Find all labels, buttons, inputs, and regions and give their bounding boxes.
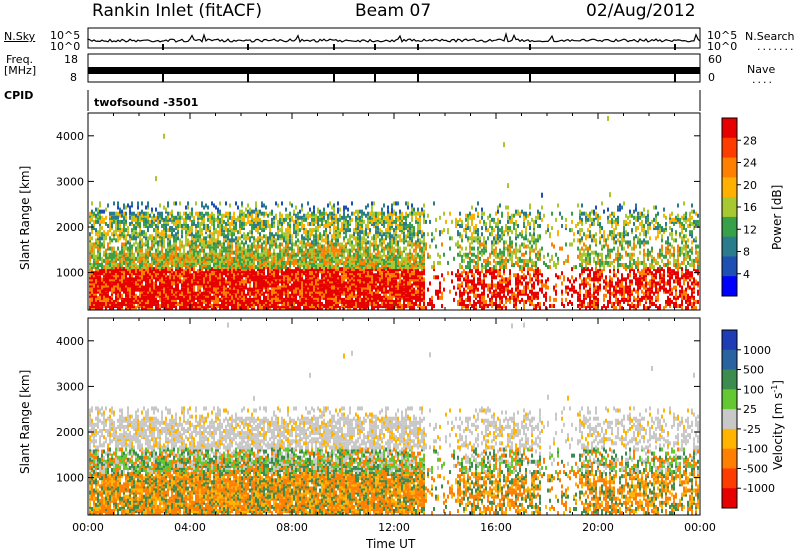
nsky-label: N.Sky	[4, 30, 36, 43]
colorbar-tick-label: -500	[743, 462, 768, 475]
velocity-field	[89, 322, 699, 516]
colorbar-tick-label: 20	[743, 179, 757, 192]
colorbar-segment	[722, 216, 737, 238]
xtick-label: 04:00	[174, 521, 206, 534]
colorbar-segment	[722, 236, 737, 257]
xtick-label: 16:00	[480, 521, 512, 534]
freq-tick-high: 18	[64, 53, 78, 66]
colorbar-tick-label: 100	[743, 383, 764, 396]
nave-tick-low: 0	[708, 71, 715, 84]
colorbar-segment	[722, 448, 737, 469]
xtick-label: 12:00	[378, 521, 410, 534]
velocity-colorbar-label-sup: -1	[770, 384, 779, 393]
power-axes: 4000 3000 2000 1000	[56, 113, 701, 310]
colorbar-segment	[722, 369, 737, 390]
colorbar-tick-label: 500	[743, 364, 764, 377]
xtick-label: 20:00	[582, 521, 614, 534]
colorbar-tick-label: 16	[743, 201, 757, 214]
colorbar-tick-label: 12	[743, 223, 757, 236]
nsearch-label: N.Search	[745, 30, 795, 43]
ytick-label: 3000	[56, 175, 84, 188]
power-colorbar-label: Power [dB]	[770, 184, 784, 250]
cpid-label: CPID	[4, 89, 34, 102]
colorbar-tick-label: 25	[743, 403, 757, 416]
freq-trace	[88, 67, 700, 82]
noise-right-tick-high: 10^5	[707, 29, 738, 42]
colorbar-segment	[722, 468, 737, 489]
nave-tick-high: 60	[708, 53, 722, 66]
colorbar-tick-label: -25	[743, 423, 761, 436]
colorbar-tick-label: -100	[743, 443, 768, 456]
ytick-label: 2000	[56, 221, 84, 234]
velocity-axes: 4000 3000 2000 1000 00:00 04:00 08:00 12:00 16:0…	[56, 318, 716, 534]
station-title: Rankin Inlet (fitACF)	[92, 1, 263, 21]
colorbar-segment	[722, 349, 737, 371]
xtick-label: 00:00	[684, 521, 716, 534]
date-title: 02/Aug/2012	[586, 1, 696, 21]
nave-label: Nave	[747, 63, 776, 76]
time-xlabel: Time UT	[366, 537, 416, 551]
ytick-label: 2000	[56, 426, 84, 439]
colorbar-segment	[722, 330, 737, 351]
freq-unit: [MHz]	[4, 64, 37, 77]
noise-right-tick-low: 10^0	[707, 40, 738, 53]
colorbar-segment	[722, 118, 737, 139]
colorbar-segment	[722, 409, 737, 430]
colorbar-tick-label: 24	[743, 157, 757, 170]
xtick-label: 00:00	[72, 521, 104, 534]
colorbar-tick-label: -1000	[743, 482, 775, 495]
colorbar-segment	[722, 157, 737, 178]
ytick-label: 4000	[56, 335, 84, 348]
noise-panel-frame	[87, 27, 701, 49]
cpid-value: twofsound -3501	[94, 96, 199, 109]
nsearch-dots: ·······	[757, 43, 796, 56]
colorbar-tick-label: 28	[743, 134, 757, 147]
colorbar-tick-label: 4	[743, 268, 750, 281]
power-ylabel: Slant Range [km]	[18, 165, 32, 270]
velocity-colorbar-label-text: Velocity [m s	[771, 392, 785, 470]
velocity-colorbar-label-end: ]	[771, 380, 785, 385]
colorbar-segment	[722, 137, 737, 159]
colorbar-segment	[722, 488, 737, 509]
colorbar-segment	[722, 389, 737, 410]
power-colorbar: 28 24 20 16 12 8 4	[721, 117, 757, 297]
velocity-colorbar: 1000 500 100 25 -25 -100 -500 -1000	[721, 329, 775, 509]
nave-dots: ····	[752, 76, 774, 89]
noise-tick-high: 10^5	[50, 29, 81, 42]
colorbar-segment	[722, 428, 737, 450]
velocity-colorbar-label: Velocity [m s-1]	[770, 380, 785, 470]
noise-trace	[87, 31, 701, 50]
colorbar-tick-label: 8	[743, 246, 750, 259]
beam-title: Beam 07	[355, 1, 432, 21]
velocity-ylabel: Slant Range [km]	[18, 369, 32, 474]
ytick-label: 4000	[56, 130, 84, 143]
colorbar-segment	[722, 197, 737, 218]
power-field	[89, 115, 699, 311]
colorbar-tick-label: 1000	[743, 344, 771, 357]
ytick-label: 3000	[56, 380, 84, 393]
freq-label: Freq.	[6, 53, 34, 66]
freq-tick-low: 8	[70, 71, 77, 84]
noise-tick-low: 10^0	[50, 40, 81, 53]
colorbar-segment	[722, 276, 737, 297]
ytick-label: 1000	[56, 472, 84, 485]
colorbar-segment	[722, 177, 737, 198]
colorbar-segment	[722, 256, 737, 277]
xtick-label: 08:00	[276, 521, 308, 534]
ytick-label: 1000	[56, 267, 84, 280]
